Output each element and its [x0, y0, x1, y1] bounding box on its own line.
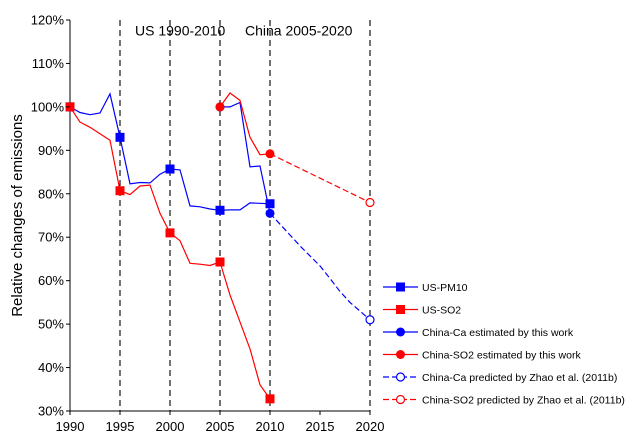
- y-tick-label: 100%: [31, 99, 65, 114]
- legend-item: US-PM10: [383, 282, 468, 294]
- legend-label: US-PM10: [422, 282, 468, 294]
- legend-marker: [395, 372, 406, 382]
- y-tick-label: 50%: [38, 317, 64, 332]
- data-point: [365, 197, 375, 208]
- data-point: [165, 228, 175, 238]
- series-4: [269, 212, 375, 325]
- y-axis-label: Relative changes of emissions: [9, 114, 26, 317]
- data-point: [215, 257, 225, 267]
- legend-marker: [396, 282, 405, 292]
- series-layer: [65, 92, 375, 404]
- data-point: [215, 102, 225, 112]
- legend-label: China-Ca predicted by Zhao et al. (2011b…: [422, 372, 617, 384]
- y-tick-label: 120%: [31, 13, 65, 28]
- y-tick-label: 110%: [32, 56, 65, 71]
- legend-label: China-Ca estimated by this work: [422, 327, 574, 339]
- y-tick-label: 30%: [38, 404, 64, 419]
- legend-marker: [396, 350, 405, 359]
- legend: US-PM10 US-SO2 China-Ca estimated by this …: [383, 282, 625, 407]
- series-line: [220, 101, 271, 214]
- data-point: [115, 132, 125, 142]
- x-tick-label: 2010: [256, 419, 285, 434]
- series-line: [269, 212, 371, 321]
- legend-item: China-SO2 estimated by this work: [383, 350, 581, 362]
- annotation-label: US 1990-2010: [135, 22, 226, 38]
- legend-marker: [395, 394, 406, 405]
- legend-item: China-SO2 predicted by Zhao et al. (2011…: [383, 395, 625, 407]
- vertical-reference-lines: [119, 20, 371, 411]
- legend-label: US-SO2: [422, 305, 461, 317]
- series-line: [269, 153, 371, 204]
- data-point: [215, 205, 225, 215]
- x-tick-label: 2015: [306, 419, 335, 434]
- legend-marker: [396, 327, 405, 337]
- y-tick-label: 40%: [38, 360, 64, 375]
- x-tick-label: 1995: [106, 419, 135, 434]
- legend-item: US-SO2: [383, 305, 461, 317]
- x-tick-label: 2005: [206, 419, 235, 434]
- legend-item: China-Ca predicted by Zhao et al. (2011b…: [383, 372, 617, 384]
- annotations: US 1990-2010 China 2005-2020: [135, 22, 353, 38]
- legend-label: China-SO2 predicted by Zhao et al. (2011…: [422, 395, 625, 407]
- annotation-label: China 2005-2020: [245, 22, 353, 38]
- legend-marker: [396, 305, 405, 314]
- x-tick-label: 2000: [156, 419, 185, 434]
- y-tick-label: 90%: [38, 143, 64, 158]
- x-tick-label: 2020: [356, 419, 385, 434]
- legend-label: China-SO2 estimated by this work: [422, 350, 581, 362]
- series-line: [219, 92, 271, 156]
- series-3: [215, 92, 275, 159]
- data-point: [265, 199, 275, 209]
- series-5: [269, 153, 375, 208]
- data-point: [265, 394, 275, 404]
- legend-item: China-Ca estimated by this work: [383, 327, 574, 339]
- y-tick-label: 60%: [38, 273, 64, 288]
- axis-ticks: 30% 40% 50% 60% 70% 80% 90% 100% 110% 120% 1990 199…: [31, 13, 385, 435]
- data-point: [165, 164, 175, 174]
- data-point: [115, 186, 125, 196]
- x-tick-label: 1990: [56, 419, 85, 434]
- y-tick-label: 80%: [38, 186, 64, 201]
- data-point: [365, 315, 375, 325]
- y-tick-label: 70%: [38, 230, 64, 245]
